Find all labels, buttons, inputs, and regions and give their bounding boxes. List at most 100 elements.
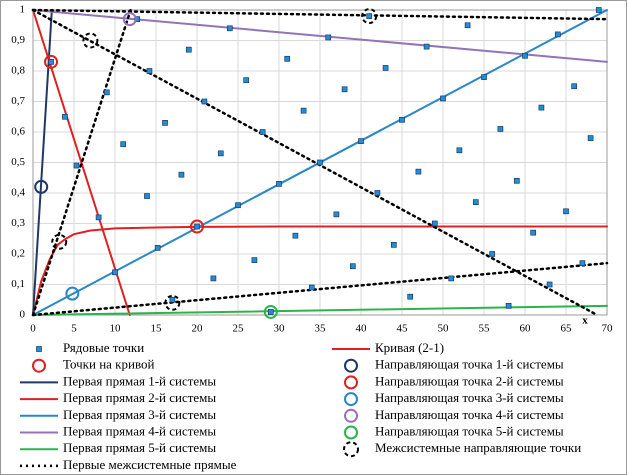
point bbox=[341, 86, 348, 93]
guide-point bbox=[122, 12, 137, 27]
point bbox=[333, 211, 340, 218]
guide-point bbox=[164, 294, 181, 311]
legend-marker bbox=[344, 425, 358, 440]
point bbox=[358, 138, 364, 144]
legend-label: Первая прямая 3-й системы bbox=[63, 407, 216, 422]
point bbox=[595, 7, 602, 13]
x-tick-label: 60 bbox=[520, 323, 532, 335]
point bbox=[292, 232, 299, 239]
y-tick-label: 0,2 bbox=[11, 248, 25, 260]
point bbox=[235, 202, 241, 209]
y-tick-label: 0,3 bbox=[11, 217, 25, 229]
point bbox=[300, 107, 307, 114]
point bbox=[382, 65, 389, 71]
x-tick-label: 55 bbox=[479, 323, 491, 335]
legend-label: Направляющая точка 2-й системы bbox=[375, 373, 564, 388]
point bbox=[308, 284, 315, 291]
point bbox=[134, 16, 140, 22]
x-tick-label: 20 bbox=[192, 323, 204, 335]
point bbox=[185, 46, 192, 53]
legend-label: Рядовые точки bbox=[63, 340, 144, 355]
point bbox=[103, 89, 110, 96]
y-tick-label: 0,6 bbox=[11, 126, 25, 138]
point bbox=[194, 223, 200, 230]
legend-label: Межсистемные направляющие точки bbox=[375, 440, 581, 455]
point bbox=[415, 168, 422, 175]
y-tick-label: 1 bbox=[20, 4, 26, 16]
point bbox=[217, 150, 224, 157]
point bbox=[448, 275, 455, 282]
point bbox=[112, 269, 118, 276]
plot-frame bbox=[32, 9, 608, 316]
y-tick-label: 0,7 bbox=[11, 95, 25, 107]
point bbox=[325, 34, 332, 41]
point bbox=[505, 303, 512, 309]
point bbox=[522, 52, 528, 59]
y-tick-label: 0,9 bbox=[11, 34, 25, 46]
x-tick-label: 15 bbox=[151, 323, 163, 335]
point bbox=[95, 214, 102, 221]
y-tick-label: 0,5 bbox=[11, 156, 25, 168]
point bbox=[62, 113, 68, 120]
point bbox=[513, 177, 520, 184]
legend-label: Первая прямая 1-й системы bbox=[63, 373, 216, 388]
x-tick-label: 5 bbox=[71, 323, 77, 335]
x-tick-label: 70 bbox=[602, 323, 614, 335]
guide-point bbox=[44, 54, 59, 69]
point bbox=[431, 220, 438, 227]
guide-point bbox=[34, 179, 49, 194]
series-line bbox=[31, 8, 609, 21]
legend-label: Точки на кривой bbox=[63, 357, 154, 372]
point bbox=[267, 309, 274, 315]
point bbox=[366, 13, 373, 19]
guide-point bbox=[190, 219, 204, 234]
point bbox=[201, 98, 208, 105]
legend-label: Первая прямая 5-й системы bbox=[63, 440, 216, 455]
y-tick-label: 0,1 bbox=[11, 278, 25, 290]
guide-point bbox=[51, 233, 68, 250]
legend-label: Первая прямая 2-й системы bbox=[63, 390, 216, 405]
guide-point bbox=[263, 304, 278, 319]
x-tick-label: 45 bbox=[397, 323, 409, 335]
y-tick-label: 0,4 bbox=[11, 187, 25, 199]
point bbox=[407, 293, 414, 300]
point bbox=[472, 199, 479, 205]
point bbox=[120, 141, 127, 148]
x-tick-label: 65 bbox=[561, 323, 573, 335]
point bbox=[497, 126, 504, 132]
point bbox=[243, 77, 250, 84]
point bbox=[48, 58, 54, 65]
point bbox=[144, 193, 150, 199]
x-tick-label: 10 bbox=[110, 323, 122, 335]
legend-marker bbox=[344, 392, 358, 407]
guide-point bbox=[82, 32, 99, 49]
point bbox=[554, 31, 561, 38]
guide-point bbox=[361, 8, 378, 25]
point bbox=[579, 260, 586, 266]
series-line bbox=[31, 261, 609, 317]
x-tick-label: 0 bbox=[30, 323, 36, 335]
legend-label: Кривая (2-1) bbox=[375, 340, 444, 355]
point bbox=[546, 281, 553, 288]
legend-label: Первая прямая 4-й системы bbox=[63, 423, 216, 438]
x-tick-label: 40 bbox=[356, 323, 368, 335]
point bbox=[374, 190, 381, 196]
point bbox=[259, 129, 266, 135]
legend-label: Первые межсистемные прямые bbox=[63, 457, 237, 472]
point bbox=[587, 135, 594, 141]
point bbox=[489, 251, 496, 257]
point bbox=[251, 257, 258, 263]
x-tick-label: 25 bbox=[233, 323, 245, 335]
y-tick-label: 0,8 bbox=[11, 65, 25, 77]
point bbox=[571, 83, 578, 90]
point bbox=[210, 275, 217, 282]
point bbox=[73, 162, 80, 169]
legend-label: Направляющая точка 5-й системы bbox=[375, 423, 564, 438]
point bbox=[317, 159, 323, 166]
x-tick-label: 50 bbox=[438, 323, 450, 335]
legend-label: Направляющая точка 1-й системы bbox=[375, 357, 564, 372]
point bbox=[276, 181, 282, 187]
point bbox=[481, 74, 487, 80]
